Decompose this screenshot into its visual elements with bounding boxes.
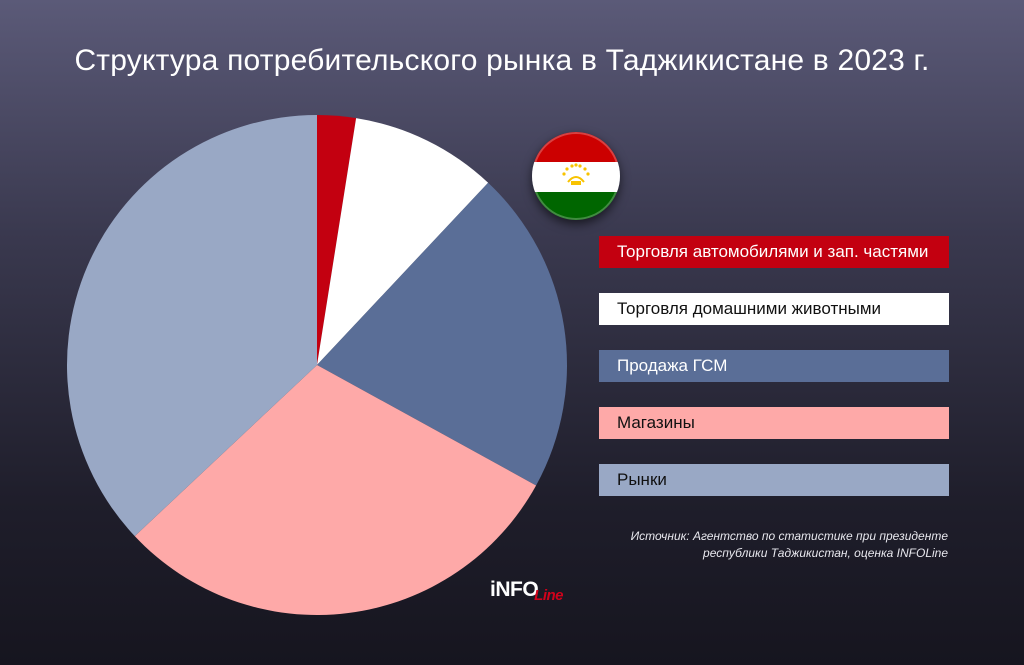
infoline-logo: iNFOLine <box>490 578 564 604</box>
legend-item: Рынки <box>599 464 949 496</box>
legend: Торговля автомобилями и зап. частями Тор… <box>599 236 949 521</box>
legend-label: Рынки <box>617 470 667 489</box>
legend-label: Торговля домашними животными <box>617 299 882 318</box>
pie-slice <box>317 118 489 365</box>
pie-slice <box>134 365 537 615</box>
legend-item: Торговля домашними животными <box>599 293 949 325</box>
pie-slice <box>317 115 357 365</box>
source-note: Источник: Агентство по статистике при пр… <box>600 528 948 562</box>
source-line: Источник: Агентство по статистике при пр… <box>630 529 948 543</box>
tajikistan-flag-icon <box>532 132 620 220</box>
logo-main: iNFO <box>490 578 539 601</box>
legend-label: Магазины <box>617 413 695 432</box>
logo-script: Line <box>534 587 564 604</box>
legend-label: Продажа ГСМ <box>617 356 728 375</box>
legend-item: Магазины <box>599 407 949 439</box>
pie-slice <box>317 182 567 486</box>
legend-label: Торговля автомобилями и зап. частями <box>617 242 929 261</box>
legend-item: Продажа ГСМ <box>599 350 949 382</box>
legend-item: Торговля автомобилями и зап. частями <box>599 236 949 268</box>
pie-slice <box>67 115 317 537</box>
source-line: республики Таджикистан, оценка INFOLine <box>703 546 948 560</box>
chart-title: Структура потребительского рынка в Таджи… <box>74 44 930 77</box>
